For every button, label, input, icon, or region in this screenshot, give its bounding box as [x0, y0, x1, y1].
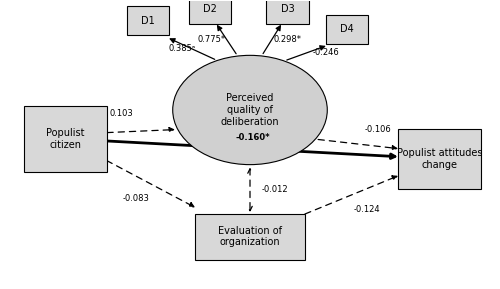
Text: D2: D2 [203, 4, 217, 14]
Text: 0.298*: 0.298* [273, 35, 301, 44]
FancyBboxPatch shape [195, 214, 305, 260]
Text: Populist
citizen: Populist citizen [46, 128, 85, 149]
Text: Populist attitudes
change: Populist attitudes change [396, 148, 482, 170]
Text: D3: D3 [280, 4, 294, 14]
FancyBboxPatch shape [326, 15, 368, 44]
Text: -0.083: -0.083 [122, 194, 150, 203]
Ellipse shape [172, 55, 328, 165]
Text: Evaluation of
organization: Evaluation of organization [218, 226, 282, 247]
Text: -0.160*: -0.160* [235, 133, 270, 142]
FancyBboxPatch shape [398, 129, 480, 189]
Text: 0.103: 0.103 [109, 109, 133, 118]
FancyBboxPatch shape [126, 6, 169, 35]
Text: 0.775*: 0.775* [198, 35, 226, 44]
Text: -0.012: -0.012 [262, 185, 288, 194]
Text: -0.106: -0.106 [364, 125, 392, 134]
Text: -0.246: -0.246 [313, 49, 340, 58]
Text: -0.124: -0.124 [353, 205, 380, 214]
FancyBboxPatch shape [24, 106, 106, 172]
FancyBboxPatch shape [189, 0, 232, 24]
FancyBboxPatch shape [266, 0, 308, 24]
Text: D1: D1 [141, 16, 154, 26]
Text: D4: D4 [340, 25, 354, 34]
Text: 0.385ᵃ: 0.385ᵃ [168, 44, 196, 53]
Text: Perceived
quality of
deliberation: Perceived quality of deliberation [220, 93, 280, 127]
